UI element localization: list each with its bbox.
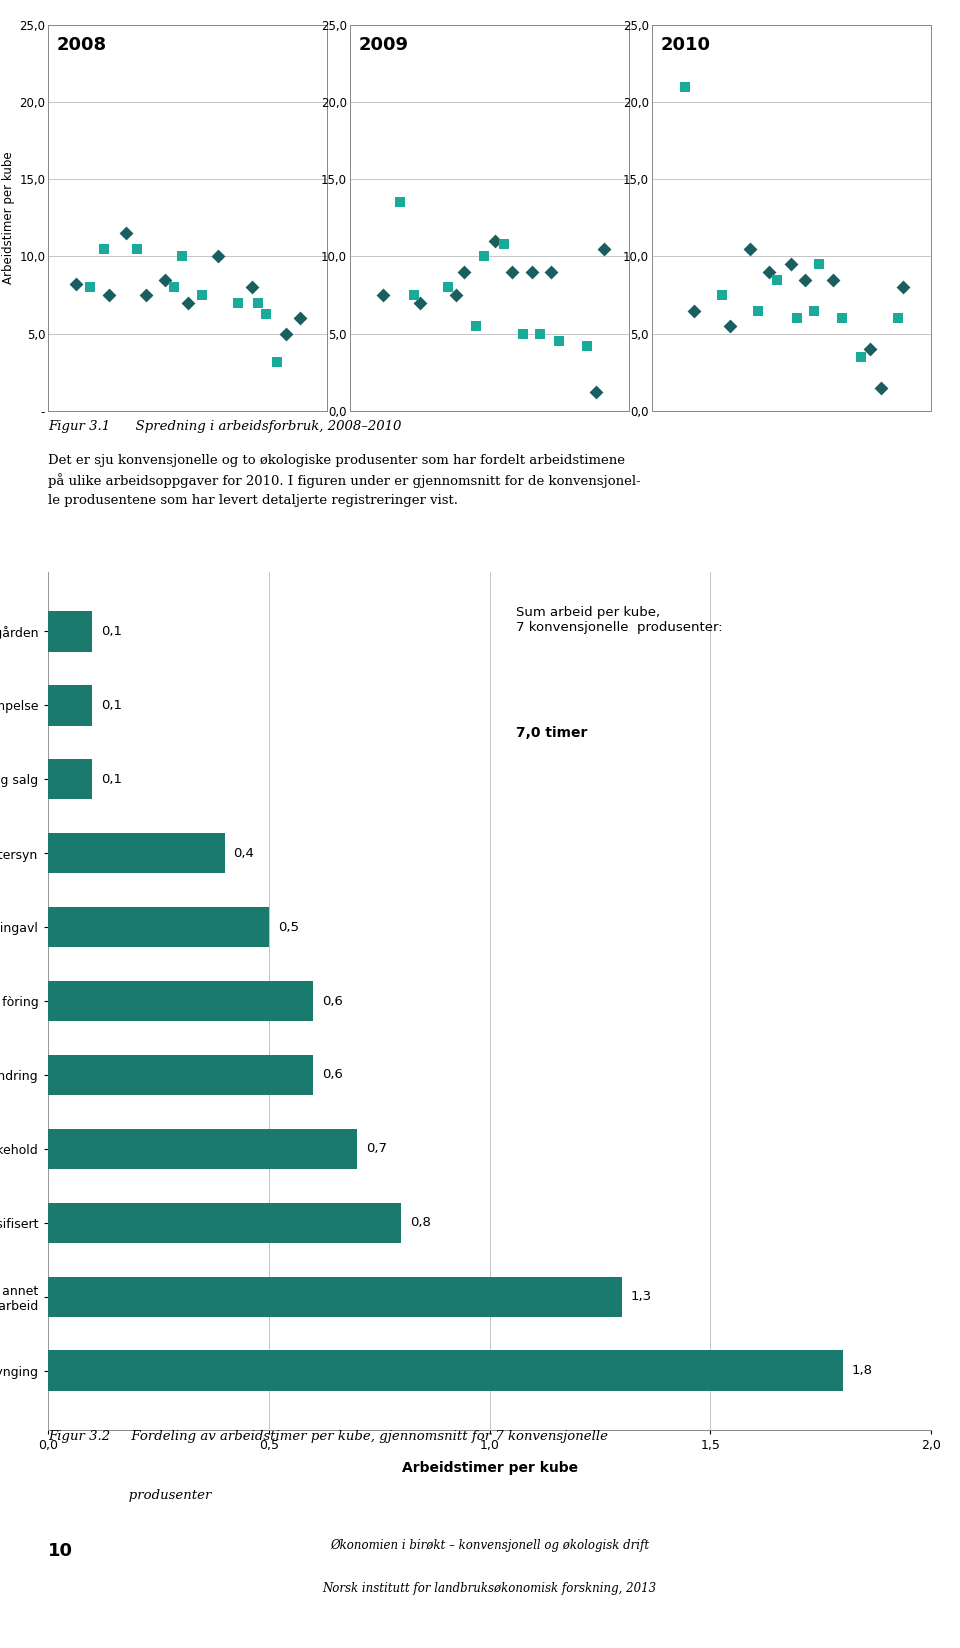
Text: produsenter: produsenter [48, 1490, 211, 1503]
Point [783, 250, 799, 277]
Point [375, 282, 391, 308]
Text: 0,1: 0,1 [101, 773, 122, 786]
Point [180, 290, 196, 316]
Point [516, 320, 531, 346]
Point [770, 267, 785, 293]
Point [412, 290, 427, 316]
Point [393, 190, 408, 216]
Point [761, 259, 777, 285]
Point [488, 227, 503, 254]
Bar [48, 758, 92, 799]
Point [826, 267, 841, 293]
Point [750, 297, 765, 323]
Text: 0,6: 0,6 [322, 994, 343, 1007]
Text: Norsk institutt for landbruksøkonomisk forskning, 2013: Norsk institutt for landbruksøkonomisk f… [323, 1582, 657, 1595]
Point [504, 259, 519, 285]
Point [532, 320, 547, 346]
Bar [48, 981, 313, 1022]
Text: Figur 3.2     Fordeling av arbeidstimer per kube, gjennomsnitt for 7 konvensjone: Figur 3.2 Fordeling av arbeidstimer per … [48, 1430, 608, 1444]
Point [157, 267, 173, 293]
Text: 7,0 timer: 7,0 timer [516, 727, 588, 740]
Point [138, 282, 154, 308]
Point [686, 297, 702, 323]
Point [862, 336, 877, 363]
Text: 0,8: 0,8 [410, 1216, 431, 1229]
Point [83, 274, 98, 300]
Point [496, 231, 512, 257]
Bar [48, 1277, 622, 1317]
Text: 0,1: 0,1 [101, 625, 122, 638]
Point [270, 348, 285, 374]
Point [834, 305, 850, 331]
Point [96, 236, 111, 262]
Point [468, 313, 483, 339]
Text: 1,8: 1,8 [852, 1365, 873, 1378]
Point [543, 259, 559, 285]
Point [68, 270, 84, 297]
Bar [48, 686, 92, 725]
Text: 2010: 2010 [660, 36, 710, 54]
Bar [48, 611, 92, 651]
Point [102, 282, 117, 308]
Point [588, 379, 604, 405]
Text: 0,1: 0,1 [101, 699, 122, 712]
Text: Økonomien i birøkt – konvensjonell og økologisk drift: Økonomien i birøkt – konvensjonell og øk… [330, 1539, 649, 1552]
Point [292, 305, 307, 331]
Point [119, 221, 134, 247]
Point [476, 244, 492, 270]
Bar [48, 1055, 313, 1096]
Point [742, 236, 757, 262]
Text: Det er sju konvensjonelle og to økologiske produsenter som har fordelt arbeidsti: Det er sju konvensjonelle og to økologis… [48, 453, 640, 508]
Point [130, 236, 145, 262]
Point [245, 274, 260, 300]
Point [812, 250, 828, 277]
Point [448, 282, 464, 308]
Point [874, 374, 889, 400]
Point [714, 282, 730, 308]
Text: 1,3: 1,3 [631, 1290, 652, 1304]
Point [890, 305, 905, 331]
Point [678, 73, 693, 99]
Text: 2008: 2008 [57, 36, 107, 54]
Point [789, 305, 804, 331]
Point [230, 290, 246, 316]
Point [258, 300, 274, 326]
Text: Figur 3.1      Spredning i arbeidsforbruk, 2008–2010: Figur 3.1 Spredning i arbeidsforbruk, 20… [48, 420, 401, 432]
Point [580, 333, 595, 359]
Text: 0,5: 0,5 [277, 921, 299, 933]
Text: 0,4: 0,4 [233, 847, 254, 860]
Text: 0,6: 0,6 [322, 1068, 343, 1081]
Point [406, 282, 421, 308]
Point [211, 244, 227, 270]
Point [166, 274, 181, 300]
Text: 10: 10 [48, 1543, 73, 1559]
Point [175, 244, 190, 270]
Point [194, 282, 209, 308]
Point [524, 259, 540, 285]
Point [457, 259, 472, 285]
Point [250, 290, 265, 316]
Point [277, 320, 293, 346]
Point [806, 297, 822, 323]
Point [552, 328, 567, 354]
Point [722, 313, 737, 339]
Bar [48, 1350, 843, 1391]
Y-axis label: Arbeidstimer per kube: Arbeidstimer per kube [2, 152, 15, 283]
Text: 0,7: 0,7 [366, 1142, 387, 1155]
X-axis label: Arbeidstimer per kube: Arbeidstimer per kube [401, 1460, 578, 1475]
Point [440, 274, 455, 300]
Point [798, 267, 813, 293]
Bar [48, 906, 269, 948]
Point [596, 236, 612, 262]
Bar [48, 1203, 401, 1243]
Point [853, 344, 869, 371]
Point [896, 274, 911, 300]
Bar [48, 1129, 357, 1170]
Text: Sum arbeid per kube,
7 konvensjonelle  produsenter:: Sum arbeid per kube, 7 konvensjonelle pr… [516, 606, 723, 634]
Text: 2009: 2009 [358, 36, 408, 54]
Bar [48, 832, 225, 873]
